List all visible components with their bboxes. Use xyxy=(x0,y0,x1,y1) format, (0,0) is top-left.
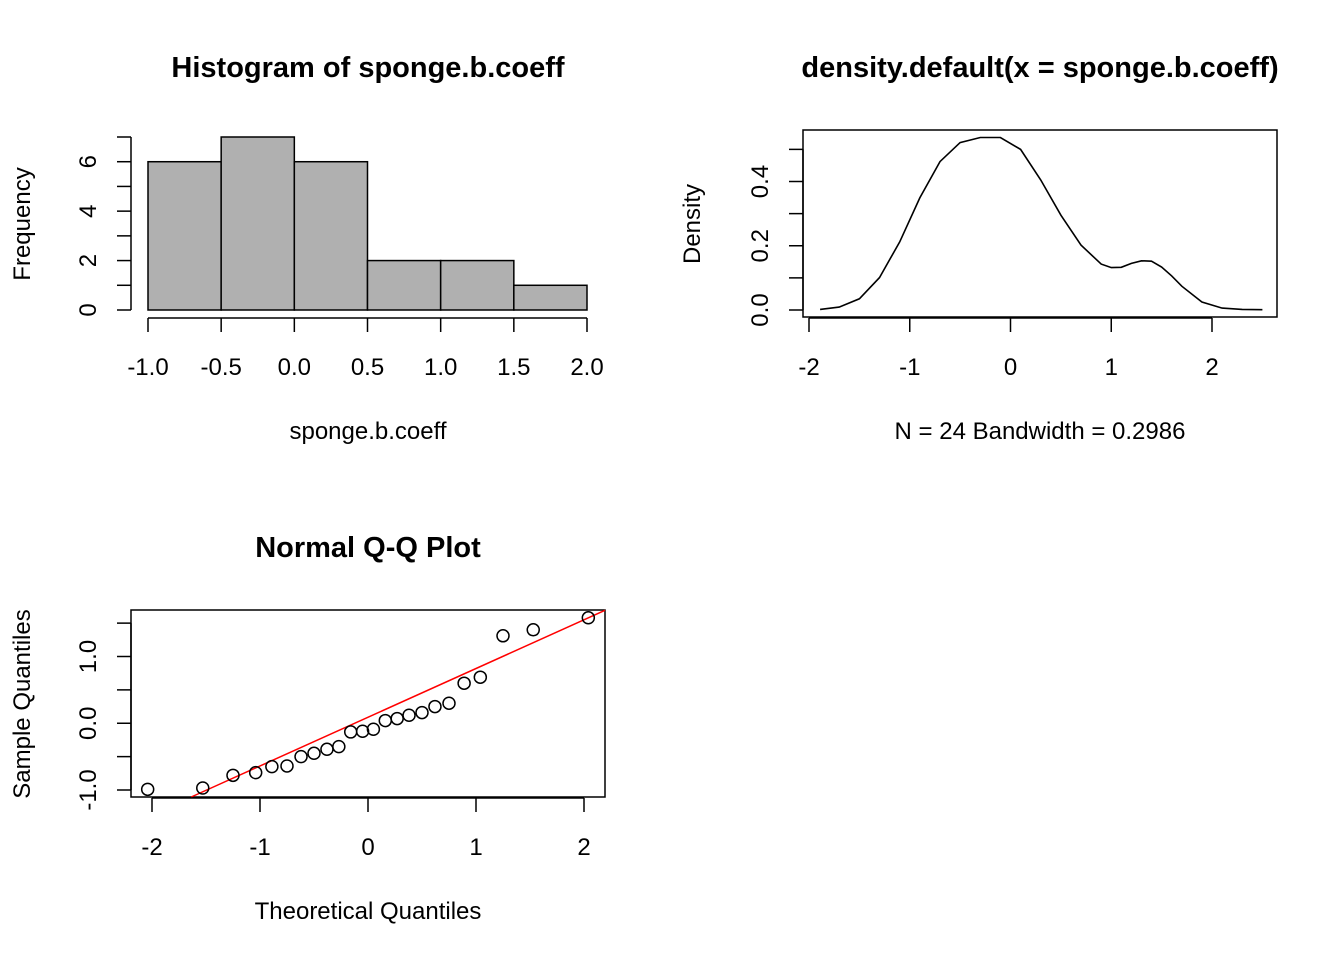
density-x-tick-label: 0 xyxy=(1004,354,1017,381)
histogram-y-tick-label: 0 xyxy=(75,303,102,316)
histogram-x-axis: -1.0 -0.5 0.0 0.5 1.0 1.5 2.0 xyxy=(127,317,604,381)
histogram-y-tick-label: 6 xyxy=(75,155,102,168)
histogram-x-tick-label: 0.5 xyxy=(351,354,384,381)
density-y-tick-label: 0.2 xyxy=(747,229,774,262)
qq-point xyxy=(428,699,442,714)
histogram-x-label: sponge.b.coeff xyxy=(289,418,446,445)
qq-point xyxy=(415,705,429,720)
qq-x-tick-label: 0 xyxy=(361,834,374,861)
qq-x-tick-label: -1 xyxy=(249,834,270,861)
histogram-y-tick-label: 2 xyxy=(75,254,102,267)
qq-point xyxy=(457,676,471,690)
histogram-bar xyxy=(293,160,369,311)
qq-y-tick-label: 0.0 xyxy=(75,707,102,740)
qq-point xyxy=(496,629,510,643)
histogram-y-axis: 0 2 4 6 xyxy=(75,136,132,317)
histogram-bar xyxy=(513,284,588,311)
density-plot-box xyxy=(802,129,1278,318)
histogram-x-tick-label: 1.0 xyxy=(424,354,457,381)
qq-x-tick-label: 2 xyxy=(577,834,590,861)
histogram-bar xyxy=(366,259,442,311)
histogram-bar xyxy=(220,136,296,311)
density-y-axis: 0.0 0.2 0.4 xyxy=(747,148,804,327)
qq-point xyxy=(526,623,540,637)
density-x-tick-label: 2 xyxy=(1205,354,1218,381)
qq-point xyxy=(366,722,381,737)
qq-point xyxy=(294,749,308,764)
qq-y-label: Sample Quantiles xyxy=(9,609,36,798)
qq-panel: Normal Q-Q Plot Theoretical Quantiles Sa… xyxy=(9,532,606,925)
qq-point xyxy=(196,781,210,795)
histogram-x-tick-label: -1.0 xyxy=(127,354,168,381)
qq-reference-line xyxy=(190,609,606,798)
qq-point xyxy=(248,765,263,780)
qq-point xyxy=(280,759,294,773)
qq-x-tick-label: -2 xyxy=(141,834,162,861)
density-x-axis: -2 -1 0 1 2 xyxy=(798,317,1219,381)
qq-point xyxy=(355,724,370,739)
qq-y-axis: -1.0 0.0 1.0 xyxy=(75,622,132,811)
density-x-label: N = 24 Bandwidth = 0.2986 xyxy=(895,418,1186,445)
histogram-x-tick-label: 2.0 xyxy=(570,354,603,381)
density-y-tick-label: 0.0 xyxy=(747,293,774,326)
histogram-panel: Histogram of sponge.b.coeff sponge.b.coe… xyxy=(9,52,604,445)
density-panel: density.default(x = sponge.b.coeff) N = … xyxy=(679,52,1279,445)
histogram-bar xyxy=(147,160,222,311)
qq-y-tick-label: 1.0 xyxy=(75,640,102,673)
histogram-x-tick-label: 1.5 xyxy=(497,354,530,381)
histogram-y-tick-label: 4 xyxy=(75,204,102,217)
histogram-title: Histogram of sponge.b.coeff xyxy=(171,52,564,84)
qq-point xyxy=(320,742,334,757)
qq-point xyxy=(226,768,240,783)
qq-title: Normal Q-Q Plot xyxy=(255,532,481,564)
qq-point xyxy=(581,611,596,625)
histogram-bar xyxy=(439,259,515,311)
qq-x-axis: -2 -1 0 1 2 xyxy=(141,797,591,861)
density-y-label: Density xyxy=(679,184,706,264)
histogram-bars xyxy=(147,136,588,311)
histogram-y-label: Frequency xyxy=(9,167,36,280)
qq-point xyxy=(307,746,321,761)
histogram-x-tick-label: -0.5 xyxy=(200,354,241,381)
density-x-tick-label: 1 xyxy=(1105,354,1118,381)
qq-point xyxy=(265,759,279,774)
density-curve xyxy=(820,136,1263,311)
qq-point xyxy=(343,725,358,739)
qq-point xyxy=(442,696,456,710)
qq-point xyxy=(378,713,393,728)
density-x-tick-label: -1 xyxy=(899,354,920,381)
density-title: density.default(x = sponge.b.coeff) xyxy=(801,52,1278,84)
qq-x-label: Theoretical Quantiles xyxy=(255,898,482,925)
density-y-tick-label: 0.4 xyxy=(747,165,774,198)
qq-point xyxy=(140,782,155,797)
qq-plot-box xyxy=(130,609,606,798)
qq-point xyxy=(473,670,488,684)
qq-points xyxy=(140,611,596,797)
qq-point xyxy=(402,708,416,722)
histogram-x-tick-label: 0.0 xyxy=(278,354,311,381)
qq-point xyxy=(332,739,346,754)
qq-y-tick-label: -1.0 xyxy=(75,769,102,810)
qq-x-tick-label: 1 xyxy=(469,834,482,861)
density-x-tick-label: -2 xyxy=(798,354,819,381)
qq-point xyxy=(390,711,404,726)
